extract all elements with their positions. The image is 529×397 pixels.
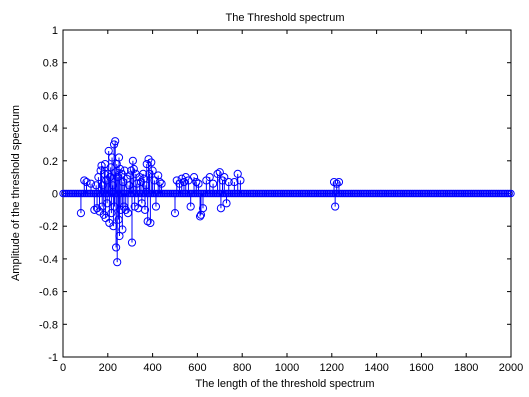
y-tick-label: -0.8	[39, 319, 58, 331]
stem-marker	[82, 177, 91, 187]
stem-marker	[127, 238, 137, 247]
stem-marker	[111, 137, 120, 146]
stem-marker	[192, 177, 201, 187]
stem-marker	[208, 179, 218, 188]
stem-marker	[155, 177, 164, 187]
x-tick-label: 0	[60, 362, 66, 374]
stem-marker	[109, 140, 119, 149]
axis-ticks: 0 200 400 600 800 1000 1200 1400 1600 1800 2000 1 0.…	[39, 25, 523, 374]
stem-marker	[224, 177, 233, 187]
x-tick-label: 1200	[320, 362, 344, 374]
stem-marker	[220, 173, 229, 182]
stem-marker	[186, 202, 195, 211]
y-tick-label: 0.6	[43, 90, 58, 102]
stem-marker	[213, 169, 222, 178]
stem-marker	[148, 166, 157, 175]
stem-marker	[157, 179, 166, 188]
y-tick-label: 0	[52, 189, 58, 201]
stem-marker	[189, 173, 199, 182]
x-tick-label: 1400	[364, 362, 388, 374]
stem-marker	[334, 177, 344, 187]
x-tick-label: 1000	[275, 362, 299, 374]
y-tick-label: 1	[52, 25, 58, 37]
stem-marker	[107, 209, 116, 218]
stem-marker	[115, 231, 124, 241]
y-tick-label: -1	[48, 352, 58, 364]
stem-marker	[332, 179, 341, 188]
x-tick-label: 400	[143, 362, 161, 374]
stem-marker	[147, 158, 156, 167]
stem-marker	[194, 179, 203, 188]
stem-marker	[111, 243, 121, 252]
y-tick-label: -0.6	[39, 287, 58, 299]
stem-marker	[103, 199, 112, 208]
x-tick-label: 1600	[409, 362, 433, 374]
stem-marker	[222, 199, 231, 208]
chart-title: The Threshold spectrum	[225, 12, 344, 24]
x-tick-label: 2000	[499, 362, 523, 374]
stem-marker	[198, 204, 208, 213]
stem-marker	[120, 166, 129, 175]
stem-marker	[195, 212, 205, 221]
stem-marker	[128, 156, 137, 165]
stem-marker	[151, 202, 161, 211]
stem-marker	[236, 176, 245, 185]
y-tick-label: 0.8	[43, 58, 58, 70]
x-tick-label: 800	[233, 362, 251, 374]
stem-marker	[116, 164, 125, 174]
x-tick-label: 1800	[454, 362, 478, 374]
stem-marker	[215, 168, 224, 177]
stem-marker	[80, 176, 89, 185]
x-tick-label: 600	[188, 362, 206, 374]
stem-marker	[104, 146, 113, 156]
stem-marker	[146, 218, 155, 228]
x-axis-label: The length of the threshold spectrum	[195, 378, 374, 390]
stem-marker	[170, 209, 180, 218]
y-tick-label: -0.2	[39, 221, 58, 233]
y-axis-label: Amplitude of the threshold spectrum	[10, 105, 22, 281]
stem-marker	[86, 179, 96, 188]
y-tick-label: 0.4	[43, 123, 58, 135]
stem-marker	[140, 205, 150, 214]
stem-marker	[175, 179, 184, 188]
stem-marker	[76, 209, 86, 218]
stem-marker	[142, 159, 151, 169]
stem-series	[59, 137, 515, 267]
stem-marker	[118, 225, 127, 234]
y-tick-label: 0.2	[43, 156, 58, 168]
y-tick-label: -0.4	[39, 254, 58, 266]
stem-marker	[113, 258, 122, 267]
stem-marker	[129, 164, 138, 174]
stem-marker	[331, 202, 340, 211]
stem-marker	[216, 204, 226, 213]
stem-marker	[114, 153, 124, 162]
x-tick-label: 200	[99, 362, 117, 374]
stem-marker	[179, 177, 189, 187]
stem-marker	[205, 173, 214, 182]
